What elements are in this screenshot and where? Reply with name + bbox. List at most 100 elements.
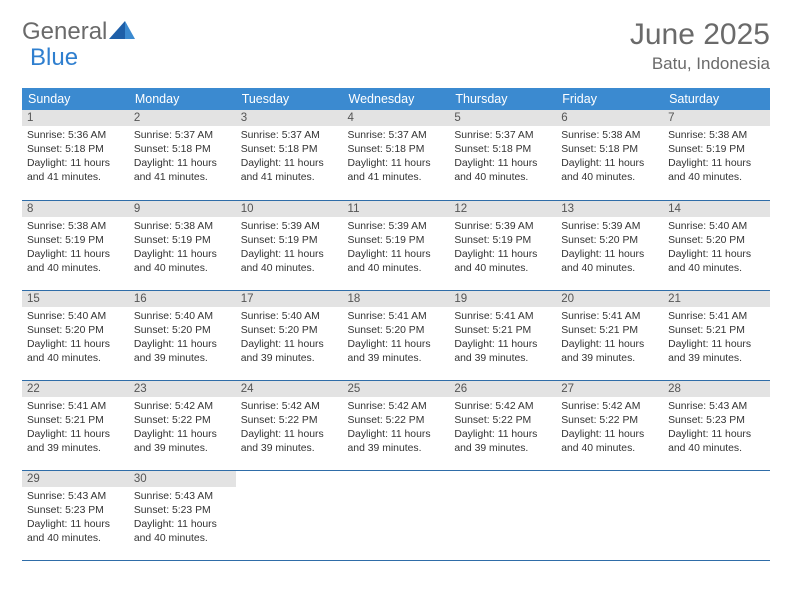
day-number: 25 [343, 381, 450, 397]
calendar-cell [449, 470, 556, 560]
day-number: 14 [663, 201, 770, 217]
calendar-cell: 5Sunrise: 5:37 AMSunset: 5:18 PMDaylight… [449, 110, 556, 200]
col-thursday: Thursday [449, 88, 556, 110]
calendar-cell [343, 470, 450, 560]
calendar-cell: 26Sunrise: 5:42 AMSunset: 5:22 PMDayligh… [449, 380, 556, 470]
day-details: Sunrise: 5:42 AMSunset: 5:22 PMDaylight:… [449, 397, 556, 460]
day-details: Sunrise: 5:41 AMSunset: 5:20 PMDaylight:… [343, 307, 450, 370]
day-number: 20 [556, 291, 663, 307]
day-details: Sunrise: 5:43 AMSunset: 5:23 PMDaylight:… [22, 487, 129, 550]
calendar-cell: 6Sunrise: 5:38 AMSunset: 5:18 PMDaylight… [556, 110, 663, 200]
calendar-table: Sunday Monday Tuesday Wednesday Thursday… [22, 88, 770, 561]
calendar-cell [663, 470, 770, 560]
day-number: 13 [556, 201, 663, 217]
day-number: 28 [663, 381, 770, 397]
day-number: 8 [22, 201, 129, 217]
day-details: Sunrise: 5:38 AMSunset: 5:19 PMDaylight:… [22, 217, 129, 280]
calendar-cell: 4Sunrise: 5:37 AMSunset: 5:18 PMDaylight… [343, 110, 450, 200]
col-monday: Monday [129, 88, 236, 110]
day-details: Sunrise: 5:42 AMSunset: 5:22 PMDaylight:… [556, 397, 663, 460]
title-block: June 2025 Batu, Indonesia [630, 18, 770, 74]
day-details: Sunrise: 5:36 AMSunset: 5:18 PMDaylight:… [22, 126, 129, 189]
day-number: 19 [449, 291, 556, 307]
day-details: Sunrise: 5:43 AMSunset: 5:23 PMDaylight:… [663, 397, 770, 460]
calendar-cell: 8Sunrise: 5:38 AMSunset: 5:19 PMDaylight… [22, 200, 129, 290]
calendar-cell: 28Sunrise: 5:43 AMSunset: 5:23 PMDayligh… [663, 380, 770, 470]
calendar-cell: 23Sunrise: 5:42 AMSunset: 5:22 PMDayligh… [129, 380, 236, 470]
day-number: 7 [663, 110, 770, 126]
logo-text-blue: Blue [30, 44, 78, 72]
calendar-week-row: 29Sunrise: 5:43 AMSunset: 5:23 PMDayligh… [22, 470, 770, 560]
calendar-cell: 25Sunrise: 5:42 AMSunset: 5:22 PMDayligh… [343, 380, 450, 470]
calendar-cell: 2Sunrise: 5:37 AMSunset: 5:18 PMDaylight… [129, 110, 236, 200]
day-number: 6 [556, 110, 663, 126]
calendar-cell [236, 470, 343, 560]
day-number: 2 [129, 110, 236, 126]
logo-text-general: General [22, 18, 107, 46]
logo: General [22, 18, 137, 46]
calendar-week-row: 22Sunrise: 5:41 AMSunset: 5:21 PMDayligh… [22, 380, 770, 470]
calendar-cell: 19Sunrise: 5:41 AMSunset: 5:21 PMDayligh… [449, 290, 556, 380]
day-number: 26 [449, 381, 556, 397]
calendar-cell: 22Sunrise: 5:41 AMSunset: 5:21 PMDayligh… [22, 380, 129, 470]
calendar-cell: 16Sunrise: 5:40 AMSunset: 5:20 PMDayligh… [129, 290, 236, 380]
calendar-body: 1Sunrise: 5:36 AMSunset: 5:18 PMDaylight… [22, 110, 770, 560]
day-number: 11 [343, 201, 450, 217]
calendar-cell: 17Sunrise: 5:40 AMSunset: 5:20 PMDayligh… [236, 290, 343, 380]
day-details: Sunrise: 5:41 AMSunset: 5:21 PMDaylight:… [663, 307, 770, 370]
day-number: 17 [236, 291, 343, 307]
calendar-cell: 20Sunrise: 5:41 AMSunset: 5:21 PMDayligh… [556, 290, 663, 380]
day-details: Sunrise: 5:41 AMSunset: 5:21 PMDaylight:… [22, 397, 129, 460]
header: General June 2025 Batu, Indonesia [22, 18, 770, 74]
calendar-cell: 7Sunrise: 5:38 AMSunset: 5:19 PMDaylight… [663, 110, 770, 200]
day-details: Sunrise: 5:40 AMSunset: 5:20 PMDaylight:… [236, 307, 343, 370]
day-number: 4 [343, 110, 450, 126]
calendar-cell: 21Sunrise: 5:41 AMSunset: 5:21 PMDayligh… [663, 290, 770, 380]
calendar-cell: 24Sunrise: 5:42 AMSunset: 5:22 PMDayligh… [236, 380, 343, 470]
col-sunday: Sunday [22, 88, 129, 110]
calendar-cell: 27Sunrise: 5:42 AMSunset: 5:22 PMDayligh… [556, 380, 663, 470]
day-number: 9 [129, 201, 236, 217]
day-details: Sunrise: 5:37 AMSunset: 5:18 PMDaylight:… [343, 126, 450, 189]
col-saturday: Saturday [663, 88, 770, 110]
day-number: 10 [236, 201, 343, 217]
day-number: 1 [22, 110, 129, 126]
calendar-week-row: 15Sunrise: 5:40 AMSunset: 5:20 PMDayligh… [22, 290, 770, 380]
location-title: Batu, Indonesia [630, 54, 770, 74]
calendar-week-row: 1Sunrise: 5:36 AMSunset: 5:18 PMDaylight… [22, 110, 770, 200]
calendar-header-row: Sunday Monday Tuesday Wednesday Thursday… [22, 88, 770, 110]
day-details: Sunrise: 5:37 AMSunset: 5:18 PMDaylight:… [236, 126, 343, 189]
calendar-cell: 13Sunrise: 5:39 AMSunset: 5:20 PMDayligh… [556, 200, 663, 290]
day-number: 24 [236, 381, 343, 397]
day-number: 5 [449, 110, 556, 126]
day-details: Sunrise: 5:38 AMSunset: 5:19 PMDaylight:… [663, 126, 770, 189]
day-number: 29 [22, 471, 129, 487]
day-number: 22 [22, 381, 129, 397]
calendar-cell: 10Sunrise: 5:39 AMSunset: 5:19 PMDayligh… [236, 200, 343, 290]
calendar-cell: 11Sunrise: 5:39 AMSunset: 5:19 PMDayligh… [343, 200, 450, 290]
day-details: Sunrise: 5:40 AMSunset: 5:20 PMDaylight:… [663, 217, 770, 280]
calendar-cell: 1Sunrise: 5:36 AMSunset: 5:18 PMDaylight… [22, 110, 129, 200]
day-details: Sunrise: 5:42 AMSunset: 5:22 PMDaylight:… [129, 397, 236, 460]
logo-triangle-icon [109, 18, 135, 46]
day-details: Sunrise: 5:41 AMSunset: 5:21 PMDaylight:… [449, 307, 556, 370]
day-details: Sunrise: 5:38 AMSunset: 5:19 PMDaylight:… [129, 217, 236, 280]
day-details: Sunrise: 5:37 AMSunset: 5:18 PMDaylight:… [129, 126, 236, 189]
calendar-cell [556, 470, 663, 560]
month-title: June 2025 [630, 18, 770, 52]
day-details: Sunrise: 5:39 AMSunset: 5:20 PMDaylight:… [556, 217, 663, 280]
day-number: 18 [343, 291, 450, 307]
day-number: 27 [556, 381, 663, 397]
calendar-week-row: 8Sunrise: 5:38 AMSunset: 5:19 PMDaylight… [22, 200, 770, 290]
day-number: 23 [129, 381, 236, 397]
day-number: 21 [663, 291, 770, 307]
day-details: Sunrise: 5:39 AMSunset: 5:19 PMDaylight:… [236, 217, 343, 280]
day-details: Sunrise: 5:39 AMSunset: 5:19 PMDaylight:… [343, 217, 450, 280]
calendar-cell: 14Sunrise: 5:40 AMSunset: 5:20 PMDayligh… [663, 200, 770, 290]
day-details: Sunrise: 5:43 AMSunset: 5:23 PMDaylight:… [129, 487, 236, 550]
day-details: Sunrise: 5:41 AMSunset: 5:21 PMDaylight:… [556, 307, 663, 370]
calendar-cell: 18Sunrise: 5:41 AMSunset: 5:20 PMDayligh… [343, 290, 450, 380]
calendar-cell: 15Sunrise: 5:40 AMSunset: 5:20 PMDayligh… [22, 290, 129, 380]
day-details: Sunrise: 5:40 AMSunset: 5:20 PMDaylight:… [129, 307, 236, 370]
calendar-cell: 29Sunrise: 5:43 AMSunset: 5:23 PMDayligh… [22, 470, 129, 560]
